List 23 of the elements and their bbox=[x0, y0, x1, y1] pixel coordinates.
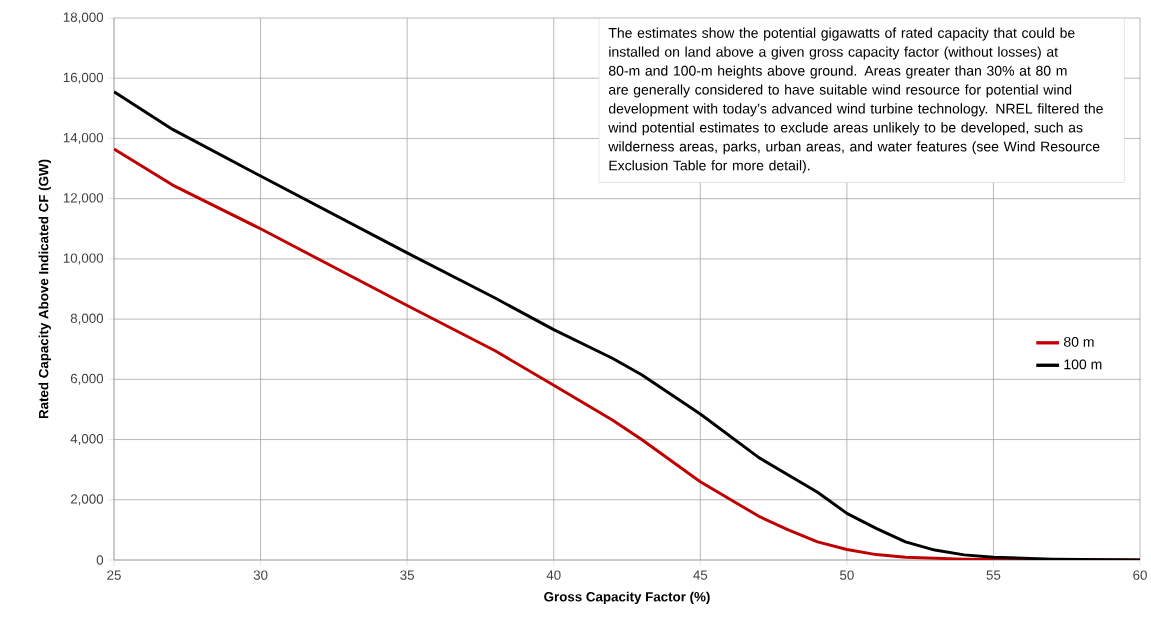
y-tick-label: 4,000 bbox=[70, 434, 104, 446]
x-tick-label: 30 bbox=[253, 570, 268, 580]
y-tick-label: 16,000 bbox=[63, 72, 104, 84]
legend-label: 100 m bbox=[1064, 359, 1102, 370]
x-tick-label: 45 bbox=[693, 570, 708, 580]
y-tick-label: 12,000 bbox=[63, 193, 104, 205]
legend-label: 80 m bbox=[1064, 336, 1094, 347]
y-tick-label: 2,000 bbox=[70, 494, 104, 506]
y-tick-label: 8,000 bbox=[70, 313, 104, 325]
x-tick-label: 40 bbox=[546, 570, 561, 580]
x-tick-label: 55 bbox=[986, 570, 1001, 580]
y-axis-title: Rated Capacity Above Indicated CF (GW) bbox=[38, 159, 51, 419]
y-tick-label: 18,000 bbox=[63, 12, 104, 24]
x-tick-label: 35 bbox=[400, 570, 415, 580]
y-tick-label: 0 bbox=[96, 555, 104, 565]
y-tick-label: 14,000 bbox=[63, 132, 104, 144]
x-axis-title: Gross Capacity Factor (%) bbox=[544, 591, 710, 605]
y-tick-label: 6,000 bbox=[70, 373, 104, 385]
x-tick-label: 60 bbox=[1133, 570, 1147, 580]
x-tick-label: 25 bbox=[107, 570, 121, 580]
x-tick-label: 50 bbox=[840, 570, 854, 580]
y-tick-label: 10,000 bbox=[63, 253, 104, 265]
annotation: The estimates show the potential gigawatts of rated capacity that could be installed on land above a given gross capacity factor (without losses) at 80-m and 100-m heights above ground. Areas greater than 30% at 80 m are generally considered to have suitable wind resource for potential wind development with today’s advanced wind turbine technology. NREL filtered the wind potential estimates to exclude areas unlikely to be developed, such as wilderness areas, parks, urban areas, and water features (see Wind Resource Exclusion Table for more detail). bbox=[608, 27, 1103, 174]
